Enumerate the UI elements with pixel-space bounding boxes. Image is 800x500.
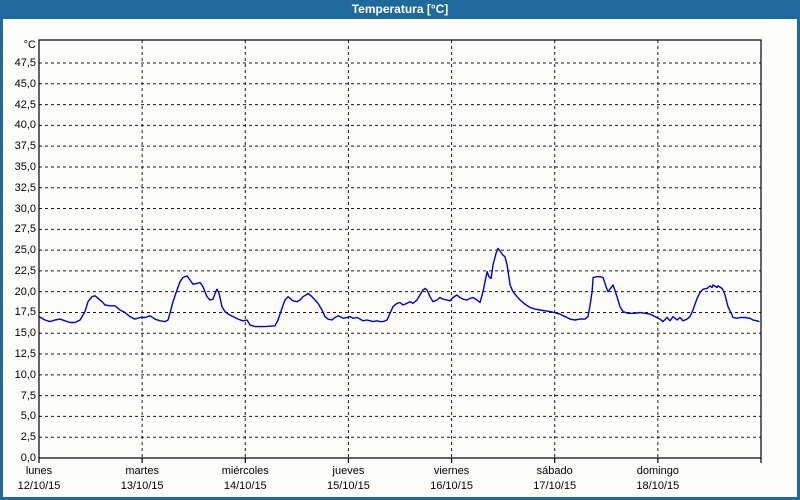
y-tick-label: 10,0 — [14, 368, 36, 381]
plot-border — [38, 39, 762, 459]
x-date-label: 15/10/15 — [327, 480, 370, 492]
y-tick-label: 15,0 — [14, 327, 36, 340]
y-tick-label: 27,5 — [14, 223, 36, 236]
y-tick-label: 45,0 — [14, 77, 36, 90]
x-day-label: martes — [125, 465, 159, 477]
y-tick-label: 0,0 — [20, 452, 36, 464]
x-date-label: 14/10/15 — [223, 480, 267, 492]
x-day-label: jueves — [332, 465, 365, 477]
chart-frame — [0, 19, 800, 500]
y-tick-label: 5,0 — [20, 410, 36, 423]
y-tick-label: 20,0 — [14, 285, 36, 298]
y-tick-label: 12,5 — [14, 348, 36, 361]
x-day-label: lunes — [25, 465, 53, 477]
x-day-label: domingo — [636, 465, 679, 477]
y-tick-label: 7,5 — [20, 389, 36, 402]
y-axis-unit: °C — [23, 39, 36, 51]
x-date-label: 12/10/15 — [17, 480, 61, 492]
y-tick-label: 32,5 — [14, 181, 36, 194]
x-date-label: 16/10/15 — [430, 480, 473, 492]
x-day-label: sábado — [536, 465, 573, 477]
y-tick-label: 42,5 — [14, 98, 36, 111]
temperature-line — [38, 247, 760, 328]
y-tick-label: 35,0 — [14, 160, 36, 173]
title-bar: Temperatura [°C] — [0, 0, 800, 19]
y-tick-label: 30,0 — [14, 202, 36, 215]
window-title: Temperatura [°C] — [351, 2, 449, 16]
y-tick-label: 40,0 — [14, 119, 36, 132]
x-day-label: miércoles — [221, 465, 269, 477]
y-tick-label: 25,0 — [14, 244, 36, 257]
y-tick-label: 2,5 — [20, 431, 36, 444]
x-date-label: 18/10/15 — [636, 480, 680, 492]
y-tick-label: 22,5 — [14, 264, 36, 277]
x-date-label: 13/10/15 — [120, 480, 164, 492]
x-date-label: 17/10/15 — [533, 480, 577, 492]
y-tick-label: 17,5 — [14, 306, 36, 319]
x-day-label: viernes — [433, 465, 470, 477]
y-tick-label: 47,5 — [14, 57, 36, 69]
y-tick-label: 37,5 — [14, 140, 36, 153]
